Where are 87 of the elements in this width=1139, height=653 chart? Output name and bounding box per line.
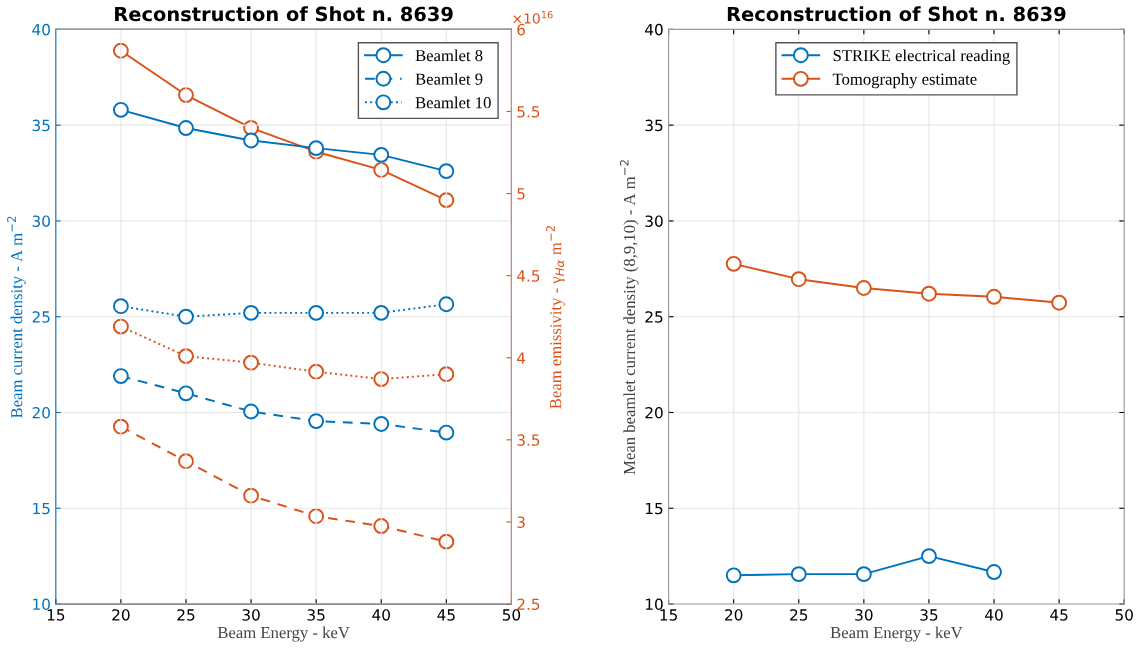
point <box>308 508 325 525</box>
x-tick-label: 50 <box>502 609 521 621</box>
y-tick-label: 30 <box>32 215 50 227</box>
y2-tick-label: 4 <box>517 352 526 364</box>
point <box>855 280 872 296</box>
y2-tick-label: 5 <box>517 188 525 200</box>
y2-tick-label: 3.5 <box>517 434 540 446</box>
y2-axis-title: Beam emissivity - γ$_{Hα}$ m$^{−2}$ <box>546 225 565 409</box>
y2-tick-label: 3 <box>517 516 525 528</box>
x-tick-label: 15 <box>47 609 65 621</box>
y-tick-label: 20 <box>645 406 663 419</box>
y-tick-label: 30 <box>645 215 663 227</box>
y-tick-label: 10 <box>33 598 50 611</box>
x-tick-label: 20 <box>112 609 130 621</box>
y-tick-label: 35 <box>32 119 50 132</box>
y-tick-label: 15 <box>33 502 50 515</box>
point <box>373 146 390 163</box>
x-tick-label: 20 <box>725 609 743 621</box>
point <box>178 308 194 325</box>
point <box>308 413 325 430</box>
x-tick-label: 15 <box>660 609 677 621</box>
point <box>112 298 129 315</box>
point <box>855 566 872 583</box>
x-axis-title: Beam Energy - keV <box>830 626 963 642</box>
x-axis-title: Beam Energy - keV <box>217 626 350 642</box>
x-tick-label: 30 <box>855 609 873 621</box>
y-axis-title: Mean beamlet current density (8,9,10) - A m$^{−2}$ <box>619 160 639 475</box>
point <box>438 163 455 180</box>
x-tick-label: 35 <box>920 609 938 621</box>
y2-tick-label: 2.5 <box>517 598 540 611</box>
y-tick-label: 40 <box>32 23 50 36</box>
point <box>986 564 1002 580</box>
point <box>438 192 455 209</box>
chart-title: Reconstruction of Shot n. 8639 <box>115 6 453 22</box>
point <box>243 304 259 321</box>
point <box>178 120 194 136</box>
point <box>921 285 937 302</box>
point <box>725 567 742 584</box>
point <box>373 416 390 432</box>
x-tick-label: 25 <box>177 609 195 621</box>
y-tick-label: 40 <box>645 23 663 36</box>
point <box>243 132 259 149</box>
point <box>438 296 455 313</box>
y-tick-label: 25 <box>645 311 663 323</box>
point <box>112 101 129 118</box>
x-tick-label: 40 <box>372 609 390 621</box>
point <box>1051 294 1068 311</box>
point <box>373 518 390 534</box>
point <box>178 385 194 402</box>
point <box>243 403 259 420</box>
legend-label: Beamlet 9 <box>415 73 483 85</box>
y-tick-label: 10 <box>645 598 663 611</box>
legend-label: Beamlet 8 <box>415 49 483 62</box>
chart-title: Reconstruction of Shot n. 8639 <box>727 6 1066 22</box>
legend-label: STRIKE electrical reading <box>833 49 1010 65</box>
point <box>790 271 807 288</box>
x-tick-label: 45 <box>1050 609 1068 621</box>
y2-tick-label: 4.5 <box>517 270 540 282</box>
point <box>725 255 742 272</box>
y-tick-label: 35 <box>645 119 663 132</box>
point <box>438 533 455 550</box>
point <box>112 368 129 384</box>
x-tick-label: 35 <box>307 609 325 621</box>
point <box>790 566 807 583</box>
y-tick-label: 25 <box>32 311 50 323</box>
y-tick-label: 15 <box>645 502 663 515</box>
y-tick-label: 20 <box>32 406 50 419</box>
legend-label: Beamlet 10 <box>415 96 491 109</box>
point <box>986 288 1002 305</box>
point <box>438 366 455 383</box>
legend-label: Tomography estimate <box>832 73 977 89</box>
point <box>373 371 390 388</box>
x-tick-label: 25 <box>790 609 808 621</box>
x-tick-label: 45 <box>437 609 455 621</box>
point <box>921 548 937 565</box>
text: ×10$^{16}$ <box>513 10 553 24</box>
point <box>373 304 390 321</box>
y2-tick-label: 6 <box>517 23 526 36</box>
y-axis-title: Beam current density - A m$^{−2}$ <box>7 216 26 418</box>
x-tick-label: 30 <box>242 609 260 621</box>
x-tick-label: 50 <box>1115 609 1133 621</box>
point <box>373 162 390 178</box>
x-tick-label: 40 <box>985 609 1003 621</box>
point <box>308 363 325 380</box>
point <box>308 304 325 321</box>
y2-tick-label: 5.5 <box>517 106 540 118</box>
point <box>438 424 455 441</box>
